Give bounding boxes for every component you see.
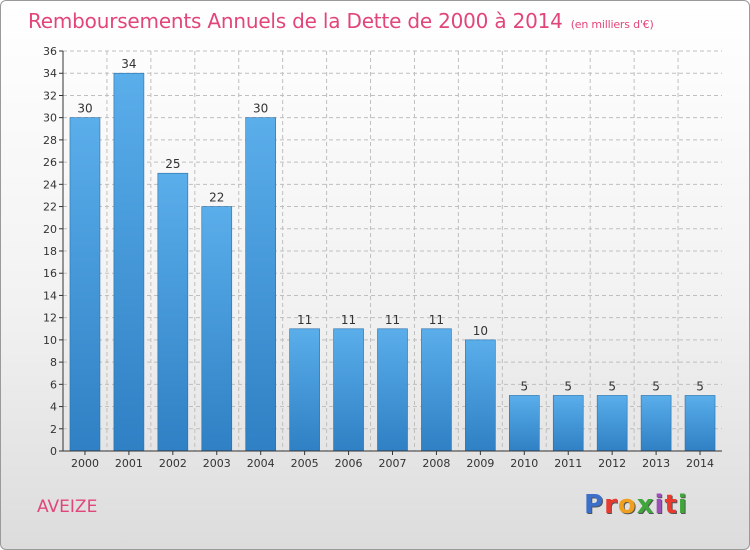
data-label: 11 [429,313,444,327]
data-label: 30 [253,102,268,116]
x-tick-label: 2000 [71,457,99,470]
logo-letter: r [604,490,618,520]
unit-label: (en milliers d'€) [570,18,654,31]
y-tick-label: 14 [43,289,57,302]
proxiti-logo[interactable]: Proxiti [584,490,688,520]
data-label: 11 [297,313,312,327]
logo-letter: P [584,490,605,520]
x-tick-label: 2012 [598,457,626,470]
bar [465,339,496,452]
y-tick-label: 0 [50,445,57,458]
bar [201,206,233,452]
bar [377,328,408,452]
y-tick-label: 16 [43,267,57,280]
data-label: 5 [608,379,616,393]
x-tick-label: 2014 [686,457,714,470]
x-tick-label: 2013 [642,457,670,470]
axes [59,50,722,455]
bar [113,72,145,452]
y-tick-label: 32 [43,89,57,102]
chart-title: Remboursements Annuels de la Dette de 20… [28,9,654,33]
data-label: 11 [385,313,400,327]
bar [552,395,584,452]
y-tick-label: 4 [50,401,57,414]
x-tick-label: 2003 [203,457,231,470]
y-tick-label: 8 [50,356,57,369]
bar [508,395,540,452]
bar [640,395,672,452]
commune-name: AVEIZE [37,497,98,517]
data-label: 11 [341,313,356,327]
data-label: 34 [121,57,136,71]
data-label: 22 [209,191,224,205]
bar [289,328,320,452]
bar [333,328,364,452]
y-tick-label: 18 [43,245,57,258]
data-label: 10 [473,324,488,338]
x-tick-label: 2001 [115,457,143,470]
x-tick-label: 2009 [466,457,494,470]
y-tick-label: 36 [43,45,57,58]
data-label: 30 [77,102,92,116]
bar [596,395,628,452]
y-tick-label: 34 [43,67,57,80]
logo-letter: x [636,490,655,520]
y-tick-label: 26 [43,156,57,169]
y-tick-label: 2 [50,423,57,436]
x-tick-label: 2002 [159,457,187,470]
y-tick-label: 30 [43,112,57,125]
x-tick-label: 2011 [554,457,582,470]
bar [421,328,452,452]
data-label: 25 [165,157,180,171]
y-tick-label: 22 [43,201,57,214]
x-tick-label: 2010 [510,457,538,470]
data-label: 5 [520,379,528,393]
logo-letter: t [664,490,678,520]
bar [69,117,101,452]
bars [69,72,716,452]
data-label: 5 [696,379,704,393]
y-tick-label: 20 [43,223,57,236]
x-tick-label: 2008 [422,457,450,470]
x-tick-label: 2007 [379,457,407,470]
labels: 0246810121416182022242628303234363020003… [43,45,714,470]
y-tick-label: 6 [50,378,57,391]
logo-letter: i [677,490,688,520]
y-tick-label: 24 [43,178,57,191]
x-tick-label: 2004 [247,457,275,470]
y-tick-label: 12 [43,312,57,325]
y-tick-label: 10 [43,334,57,347]
y-tick-label: 28 [43,134,57,147]
logo-letter: i [654,490,665,520]
data-label: 5 [564,379,572,393]
x-tick-label: 2006 [335,457,363,470]
logo-letter: o [617,490,637,520]
data-label: 5 [652,379,660,393]
x-tick-label: 2005 [291,457,319,470]
title-text: Remboursements Annuels de la Dette de 20… [28,9,563,33]
bar [684,395,716,452]
bar [157,172,189,452]
bar [245,117,276,452]
